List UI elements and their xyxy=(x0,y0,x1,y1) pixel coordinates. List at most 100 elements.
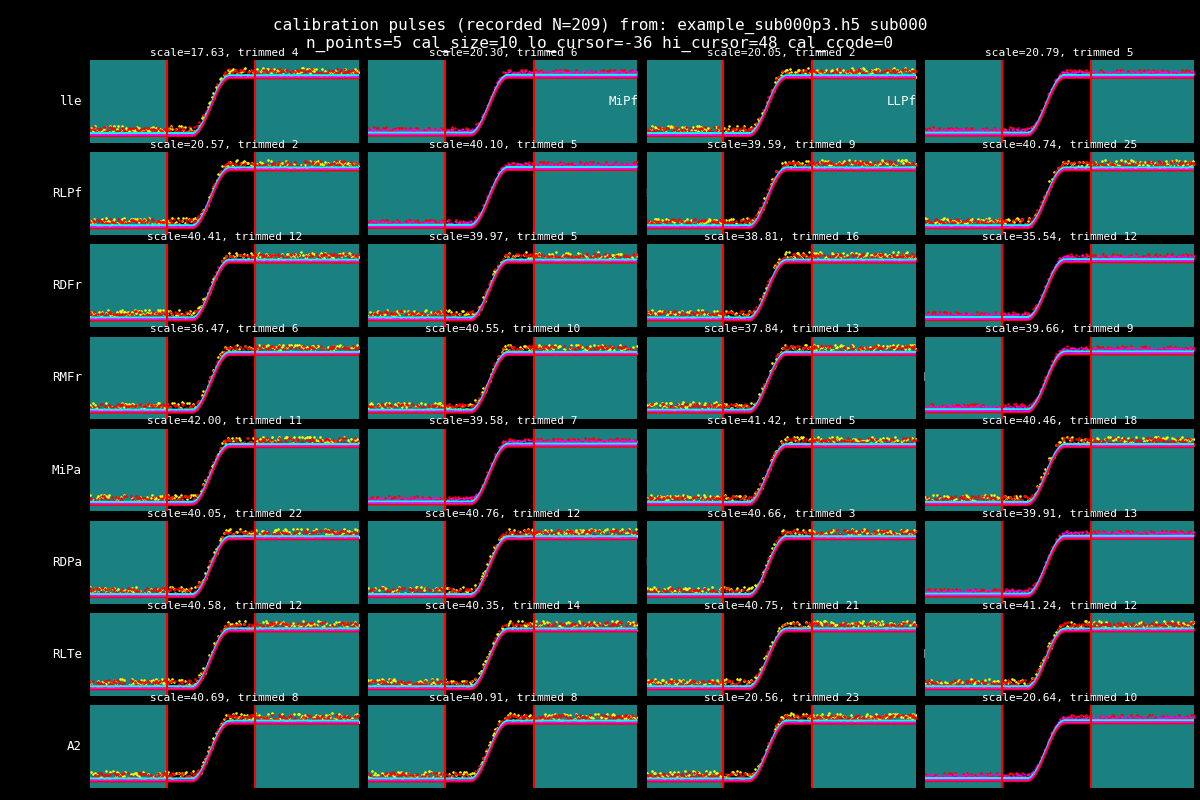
Point xyxy=(1048,716,1067,729)
Point xyxy=(731,402,750,414)
Point xyxy=(137,588,156,601)
Point xyxy=(438,304,457,317)
Point xyxy=(1135,340,1154,353)
Point xyxy=(647,309,666,322)
Text: MiCe: MiCe xyxy=(924,371,954,384)
Point xyxy=(902,161,922,174)
Point xyxy=(223,527,242,540)
Point xyxy=(335,157,354,170)
Point xyxy=(136,773,155,786)
Point xyxy=(1163,65,1182,78)
Point xyxy=(840,434,859,447)
Point xyxy=(142,492,161,505)
Point xyxy=(881,528,900,541)
Point xyxy=(494,527,514,540)
Point xyxy=(346,616,365,629)
Point xyxy=(1162,342,1181,354)
Point xyxy=(389,585,408,598)
Point xyxy=(224,162,244,174)
Point xyxy=(1162,342,1181,354)
Point xyxy=(566,64,586,77)
Point xyxy=(853,436,872,449)
Point xyxy=(163,673,182,686)
Point xyxy=(440,304,460,317)
Point xyxy=(805,711,824,724)
Point xyxy=(1105,250,1124,263)
Point xyxy=(1012,494,1031,507)
Point xyxy=(954,398,973,411)
Point xyxy=(851,618,870,631)
Point xyxy=(436,307,455,320)
Point xyxy=(742,674,761,687)
Point xyxy=(313,617,332,630)
Point xyxy=(140,494,160,506)
Point xyxy=(336,530,355,543)
Point xyxy=(1027,300,1046,313)
Point xyxy=(523,620,542,633)
Point xyxy=(542,66,562,79)
Point xyxy=(628,530,647,542)
Point xyxy=(294,438,313,450)
Point xyxy=(173,307,192,320)
Point xyxy=(673,396,692,409)
Point xyxy=(1085,620,1104,633)
Point xyxy=(263,707,282,720)
Point xyxy=(191,209,210,222)
Point xyxy=(542,345,562,358)
Point xyxy=(272,346,292,358)
Point xyxy=(1182,342,1200,354)
Point xyxy=(668,766,688,778)
Point xyxy=(1100,158,1120,170)
Point xyxy=(958,677,977,690)
Point xyxy=(935,217,954,230)
Point xyxy=(486,266,505,278)
Point xyxy=(554,618,574,630)
Point xyxy=(822,346,841,358)
Point xyxy=(1096,711,1115,724)
Point xyxy=(1025,579,1044,592)
Point xyxy=(859,711,878,724)
Point xyxy=(390,493,409,506)
Point xyxy=(289,338,308,351)
Point xyxy=(1040,182,1060,194)
Point xyxy=(876,622,895,635)
Point xyxy=(1110,342,1129,355)
Point xyxy=(265,528,284,541)
Point xyxy=(774,71,793,84)
Point xyxy=(443,308,462,321)
Point xyxy=(1120,437,1139,450)
Point xyxy=(553,622,572,635)
Point xyxy=(1132,615,1151,628)
Point xyxy=(640,306,659,318)
Point xyxy=(841,254,860,266)
Point xyxy=(514,66,533,79)
Point xyxy=(167,681,186,694)
Point xyxy=(336,63,355,76)
Point xyxy=(620,713,640,726)
Point xyxy=(83,584,102,597)
Point xyxy=(98,493,118,506)
Point xyxy=(1150,250,1169,263)
Point xyxy=(1033,378,1052,391)
Point xyxy=(436,495,455,508)
Point xyxy=(689,405,708,418)
Point xyxy=(250,70,269,83)
Point xyxy=(90,678,109,690)
Point xyxy=(698,400,718,413)
Point xyxy=(1074,622,1093,634)
Point xyxy=(919,218,938,231)
Point xyxy=(427,218,446,230)
Point xyxy=(575,530,594,543)
Point xyxy=(799,616,818,629)
Point xyxy=(714,398,733,411)
Point xyxy=(764,725,784,738)
Point xyxy=(946,123,965,136)
Point xyxy=(1123,345,1142,358)
Point xyxy=(524,715,544,728)
Point xyxy=(122,398,142,410)
Point xyxy=(221,438,240,451)
Point xyxy=(194,478,214,491)
Point xyxy=(959,220,978,233)
Point xyxy=(1172,618,1192,631)
Point xyxy=(731,218,750,230)
